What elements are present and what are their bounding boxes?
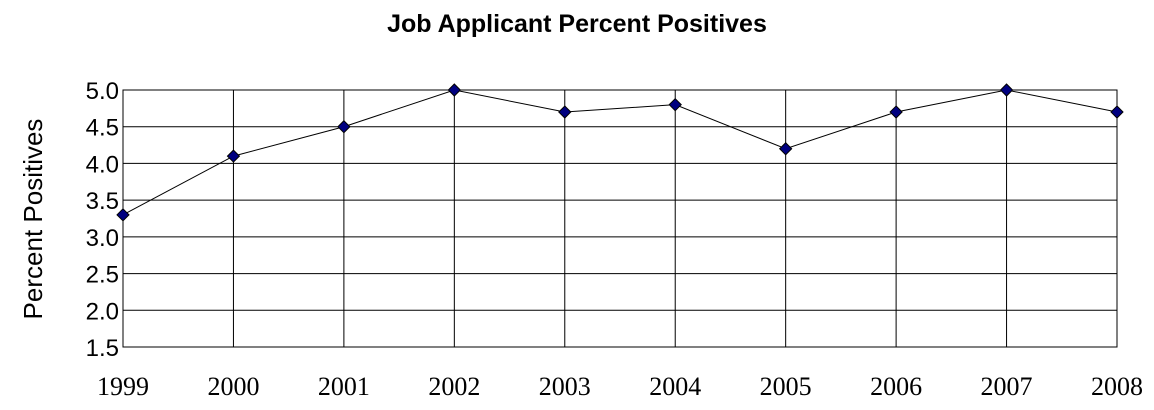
data-point-marker (1110, 105, 1124, 119)
y-tick-label: 4.5 (86, 115, 119, 142)
data-point-marker (447, 83, 462, 97)
plot-area (122, 89, 1118, 348)
chart-title: Job Applicant Percent Positives (387, 10, 767, 38)
x-tick-label: 2008 (1091, 372, 1143, 401)
x-tick-label: 2002 (428, 372, 480, 401)
data-point-marker (558, 105, 572, 119)
data-point-marker (889, 105, 903, 119)
y-tick-label: 2.5 (86, 262, 119, 289)
y-tick-label: 5.0 (86, 78, 119, 105)
data-point-marker (337, 120, 351, 134)
x-tick-label: 2000 (207, 372, 259, 401)
x-tick-label: 1999 (97, 372, 149, 401)
gridlines (122, 89, 1118, 348)
data-point-marker (116, 208, 130, 222)
x-tick-label: 2005 (760, 372, 812, 401)
y-axis-title: Percent Positives (18, 119, 48, 320)
y-tick-label: 1.5 (86, 335, 119, 362)
series-line (122, 89, 1118, 216)
y-tick-label: 3.0 (86, 225, 119, 252)
x-tick-label: 2004 (649, 372, 701, 401)
x-tick-label: 2003 (539, 372, 591, 401)
x-tick-label: 2006 (870, 372, 922, 401)
x-axis-ticks: 1999 2000 2001 2002 2003 2004 2005 2006 2007 2008 (97, 372, 1143, 401)
y-axis-ticks: 1.5 2.0 2.5 3.0 3.5 4.0 4.5 5.0 (86, 78, 119, 362)
y-tick-label: 3.5 (86, 188, 119, 215)
series (116, 83, 1124, 222)
x-tick-label: 2001 (318, 372, 370, 401)
data-point-marker (778, 142, 793, 156)
data-point-marker (226, 149, 241, 163)
x-tick-label: 2007 (981, 372, 1033, 401)
y-tick-label: 2.0 (86, 298, 119, 325)
y-tick-label: 4.0 (86, 151, 119, 178)
data-point-marker (668, 97, 682, 112)
data-point-marker (999, 83, 1014, 97)
